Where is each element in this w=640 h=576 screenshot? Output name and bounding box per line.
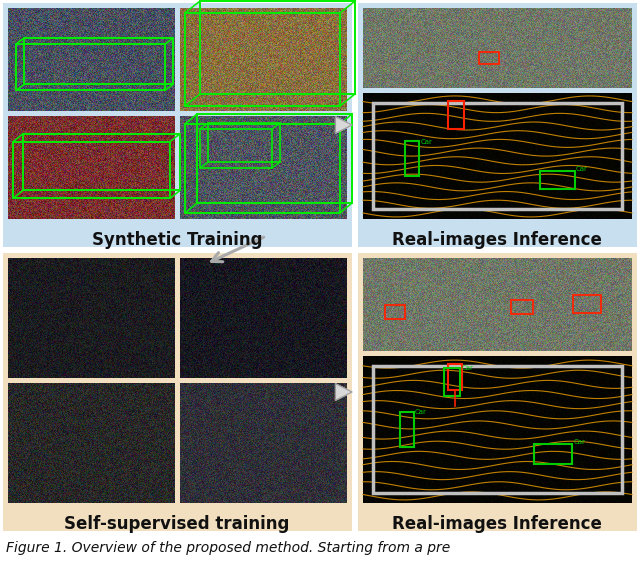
Bar: [200, 129, 272, 168]
Polygon shape: [335, 384, 352, 400]
Text: Car: Car: [573, 439, 585, 445]
Text: Self-supervised training: Self-supervised training: [64, 515, 290, 533]
Bar: [185, 13, 340, 106]
Bar: [511, 300, 533, 314]
Polygon shape: [335, 117, 352, 133]
Text: Car: Car: [420, 139, 432, 145]
Bar: [448, 101, 465, 129]
Bar: [573, 295, 601, 313]
Bar: [358, 253, 637, 531]
Bar: [24, 38, 173, 85]
Bar: [208, 123, 280, 162]
Text: Car: Car: [415, 409, 427, 415]
Text: Car: Car: [576, 166, 588, 172]
Bar: [3, 3, 352, 247]
Text: Real-images Inference: Real-images Inference: [392, 231, 602, 249]
Bar: [373, 103, 622, 209]
Bar: [23, 134, 180, 191]
Bar: [13, 142, 170, 198]
Bar: [185, 124, 340, 213]
Text: Car: Car: [461, 365, 473, 371]
Bar: [400, 412, 414, 447]
Bar: [197, 114, 352, 203]
Bar: [385, 305, 404, 319]
Bar: [444, 368, 460, 396]
Bar: [373, 366, 622, 493]
Text: Synthetic Training: Synthetic Training: [92, 231, 262, 249]
Bar: [16, 44, 165, 90]
Bar: [3, 253, 352, 531]
Text: Figure 1. Overview of the proposed method. Starting from a pre: Figure 1. Overview of the proposed metho…: [6, 541, 451, 555]
Bar: [358, 3, 637, 247]
Bar: [405, 141, 419, 176]
Bar: [534, 444, 572, 464]
Bar: [200, 1, 355, 94]
Text: Real-images Inference: Real-images Inference: [392, 515, 602, 533]
Bar: [448, 364, 462, 390]
Bar: [479, 52, 499, 64]
Bar: [540, 171, 575, 189]
